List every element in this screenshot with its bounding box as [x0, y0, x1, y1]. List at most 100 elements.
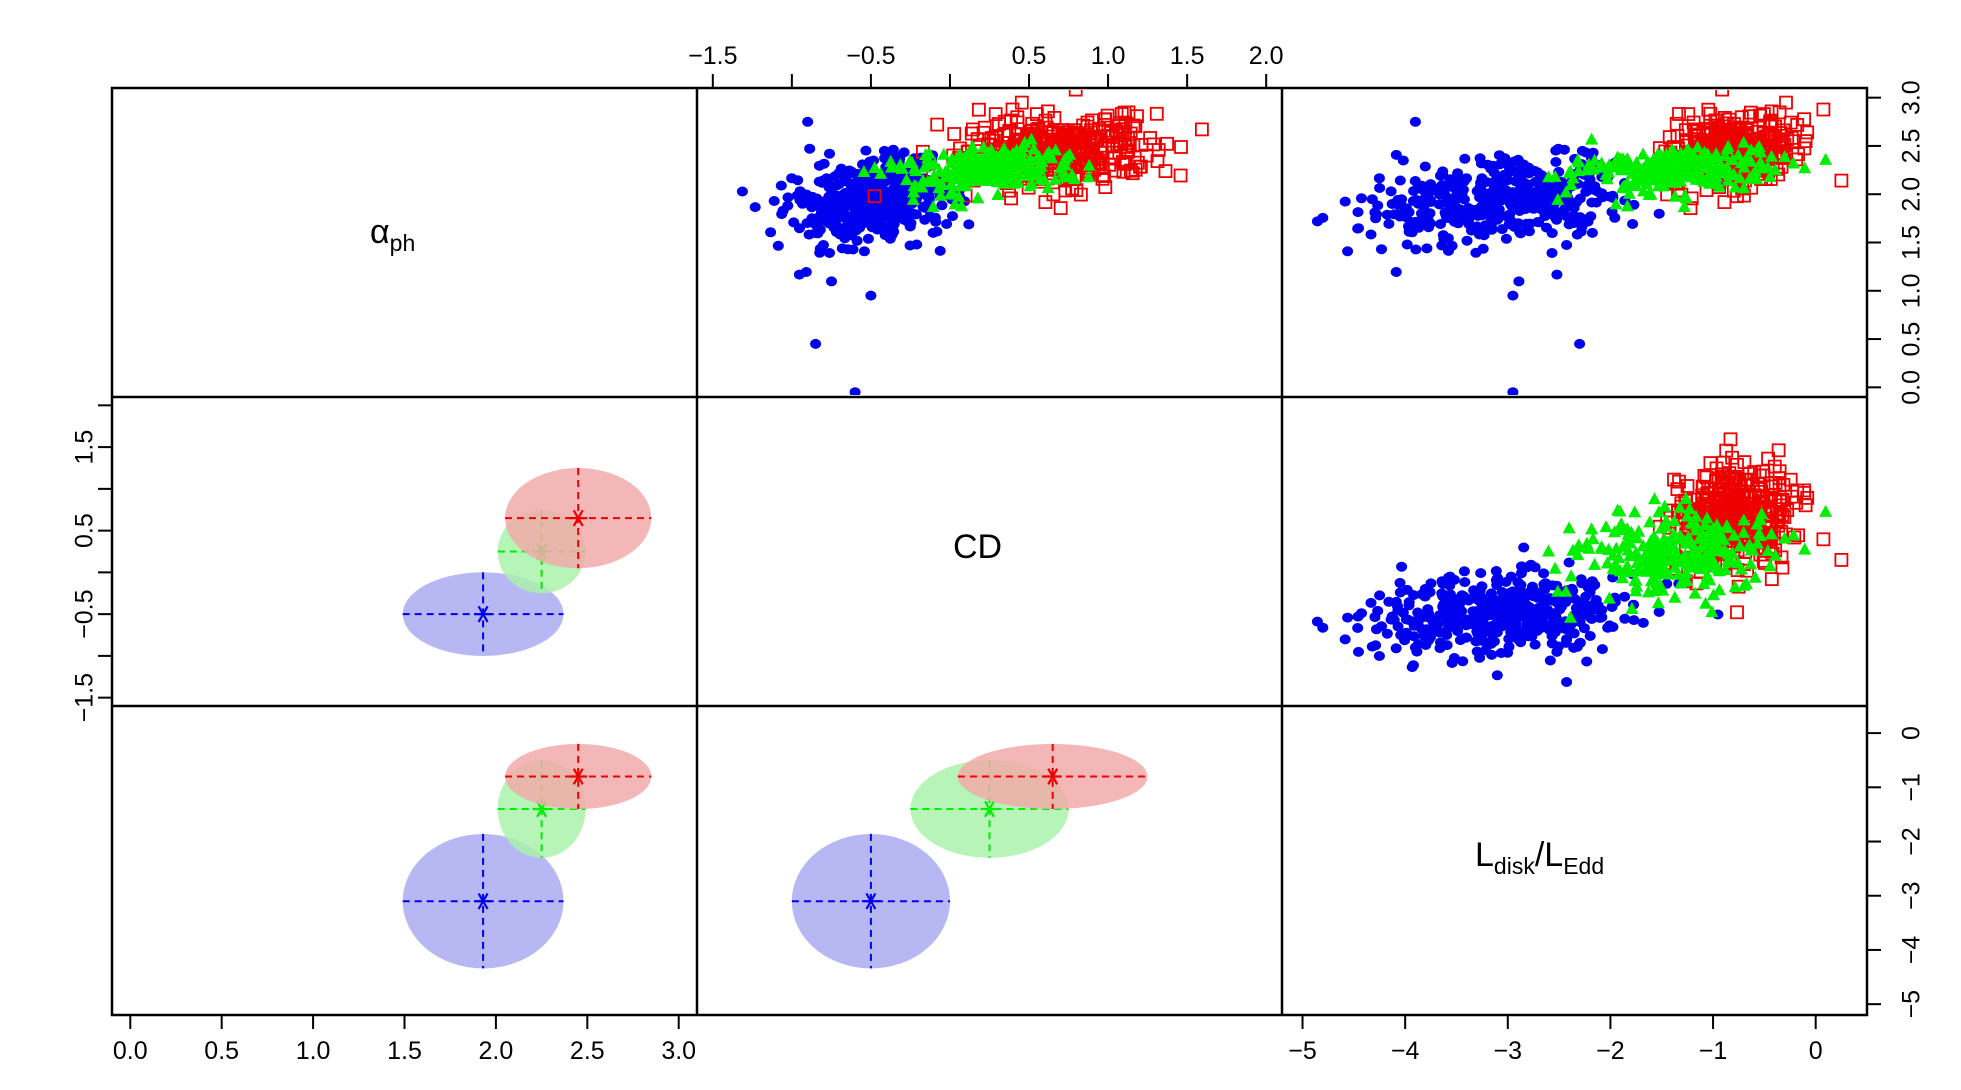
ledd-subscript: Edd	[1563, 853, 1604, 879]
red-point	[1667, 472, 1681, 487]
blue-point	[1423, 630, 1435, 640]
blue-point	[1596, 644, 1608, 655]
blue-point	[1458, 176, 1470, 187]
blue-point	[1561, 240, 1573, 250]
blue-point	[963, 219, 975, 230]
tick-label: 2.0	[1898, 177, 1926, 212]
blue-point	[1422, 604, 1434, 615]
green-point	[1082, 170, 1096, 183]
blue-point	[1421, 220, 1433, 231]
green-point	[1695, 540, 1709, 552]
blue-point	[1486, 628, 1498, 639]
green-point	[1728, 580, 1742, 593]
red-point	[1768, 492, 1782, 507]
green-point	[950, 169, 964, 182]
red-point	[1149, 106, 1164, 121]
blue-point	[1503, 641, 1515, 652]
blue-point	[817, 240, 829, 250]
blue-point	[1410, 244, 1422, 255]
red-point	[1777, 510, 1792, 524]
red-point	[1718, 496, 1733, 511]
green-point	[1692, 531, 1706, 544]
blue-point	[1459, 153, 1471, 164]
blue-point	[1399, 635, 1411, 646]
green-point	[1024, 132, 1038, 145]
blue-point	[1574, 338, 1586, 349]
red-point	[1737, 485, 1752, 500]
tick-label: −3	[1898, 881, 1926, 910]
blue-point	[1372, 200, 1384, 211]
ratio-slash: /	[1535, 836, 1545, 874]
red-point	[1680, 479, 1695, 493]
red-point	[1670, 128, 1685, 143]
green-point	[997, 176, 1011, 189]
green-point	[1763, 559, 1777, 572]
blue-point	[768, 196, 780, 206]
blue-point	[1486, 224, 1498, 235]
green-point	[1678, 547, 1692, 560]
blue-point	[1409, 116, 1421, 127]
blue-point	[1396, 194, 1408, 205]
green-point	[1628, 505, 1642, 518]
blue-point	[1501, 190, 1512, 201]
blue-point	[1365, 597, 1377, 608]
blue-point	[1533, 217, 1545, 228]
green-point	[1649, 543, 1663, 556]
star-stroke	[572, 509, 584, 527]
green-point	[1668, 189, 1682, 202]
blue-point	[1424, 587, 1436, 598]
green-point	[1688, 586, 1702, 599]
green-point	[959, 179, 973, 192]
green-point	[1647, 529, 1661, 542]
green-point	[1025, 176, 1039, 189]
blue-point	[1628, 615, 1640, 626]
alpha-subscript: ph	[390, 230, 416, 256]
blue-point	[1383, 218, 1395, 229]
red-point	[1744, 105, 1758, 120]
red-point	[1747, 465, 1762, 479]
blue-point	[1578, 607, 1590, 618]
blue-point	[1419, 161, 1431, 172]
red-point	[1834, 173, 1849, 188]
blue-point	[1390, 267, 1402, 277]
red-point	[1816, 532, 1831, 547]
green-point	[1710, 176, 1724, 189]
green-point	[1641, 162, 1655, 175]
green-point	[1679, 191, 1693, 204]
blue-point	[851, 210, 863, 221]
blue-point	[830, 225, 842, 236]
blue-point	[1512, 577, 1524, 588]
green-point	[1637, 184, 1650, 197]
tick-label: −2	[1596, 1037, 1625, 1065]
green-point	[1611, 503, 1625, 516]
green-point	[1632, 524, 1646, 537]
red-point	[1783, 472, 1798, 487]
blue-point	[1582, 582, 1594, 593]
blue-point	[1512, 155, 1524, 166]
blue-point	[792, 175, 804, 186]
blue-point	[818, 158, 830, 169]
green-point	[1763, 170, 1777, 182]
blue-point	[1463, 616, 1475, 627]
x-axis-ledd-bottom: −5 −4 −3 −2 −1 0	[1288, 1014, 1823, 1065]
green-point	[1744, 543, 1758, 556]
green-point	[1737, 181, 1751, 194]
green-point	[1548, 169, 1562, 182]
blue-point	[1397, 607, 1409, 618]
green-point	[1750, 172, 1764, 185]
red-point	[1768, 119, 1782, 134]
green-point	[1648, 492, 1661, 505]
red-point	[964, 126, 979, 141]
blue-point	[1512, 218, 1524, 229]
blue-point	[1491, 670, 1503, 681]
green-point	[1658, 499, 1672, 512]
green-point	[903, 154, 917, 167]
tick-label: −1.5	[71, 673, 99, 722]
red-point	[947, 127, 962, 141]
green-point	[1700, 568, 1714, 581]
green-point	[994, 169, 1007, 182]
green-point	[1058, 152, 1071, 165]
blue-point	[1586, 197, 1598, 208]
green-point	[1754, 155, 1767, 168]
